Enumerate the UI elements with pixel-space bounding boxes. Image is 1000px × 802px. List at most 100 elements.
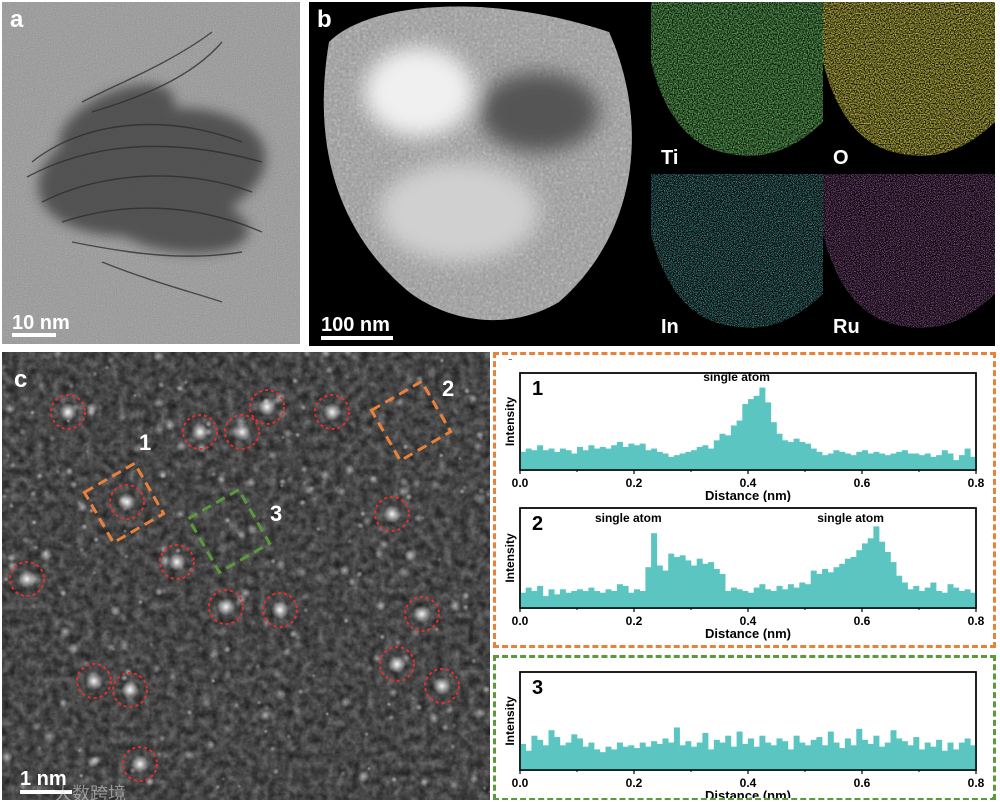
- histogram-bar: [708, 749, 715, 770]
- histogram-bar: [702, 563, 709, 608]
- histogram-bar: [919, 455, 925, 470]
- histogram-bar: [776, 433, 783, 470]
- histogram-bar: [765, 742, 772, 770]
- histogram-bar: [673, 455, 680, 470]
- scale-label-c: 1 nm: [20, 768, 67, 790]
- histogram-bar: [879, 453, 886, 470]
- histogram-bar: [725, 735, 732, 770]
- histogram-bar: [844, 453, 851, 470]
- histogram-bar: [890, 453, 897, 470]
- watermark: 大数跨境: [54, 784, 126, 800]
- histogram-bar: [713, 739, 720, 770]
- histogram-bar: [793, 438, 800, 470]
- histogram-bar: [730, 425, 737, 470]
- histogram-bar: [884, 551, 891, 608]
- histogram-bar: [953, 749, 960, 770]
- histogram-bar: [924, 453, 931, 470]
- histogram-bar: [748, 399, 754, 470]
- annotation-label: single atom: [595, 511, 662, 525]
- scale-bar-b: [321, 336, 393, 340]
- histogram-bar: [827, 453, 834, 470]
- histogram-bar: [896, 738, 903, 770]
- histogram-bar: [719, 433, 726, 470]
- histogram-bar: [691, 746, 697, 770]
- histogram-bar: [759, 735, 766, 770]
- histogram-bar: [901, 450, 908, 470]
- histogram-bar: [559, 745, 566, 770]
- histogram-bar: [565, 592, 572, 608]
- histogram-bar: [611, 591, 618, 608]
- histogram-bar: [856, 550, 863, 608]
- histogram-bar: [793, 735, 800, 770]
- histogram-bar: [565, 450, 572, 470]
- scale-bar-c: [20, 790, 72, 794]
- x-axis-label: Distance (nm): [705, 488, 791, 503]
- histogram-bar: [645, 746, 652, 770]
- histogram-bar: [537, 585, 544, 608]
- histogram-bar: [696, 446, 703, 470]
- histogram-bar: [765, 402, 772, 470]
- x-tick-label: 0.6: [854, 476, 871, 490]
- histogram-bar: [713, 440, 720, 470]
- histogram-bar: [594, 448, 601, 470]
- histogram-bar: [964, 738, 971, 770]
- histogram-bar: [799, 742, 806, 770]
- x-tick-label: 0.6: [854, 614, 871, 628]
- histogram-bar: [833, 567, 840, 608]
- histogram-bar: [542, 450, 549, 470]
- histogram-bar: [850, 745, 857, 770]
- histogram-bar: [577, 589, 583, 608]
- intensity-plot-3: 0.0 0.2 0.4 0.6 0.8 Distance (nm) Intensity 3: [496, 664, 992, 798]
- histogram-bar: [634, 748, 640, 770]
- histogram-bar: [913, 585, 920, 608]
- histogram-bar: [582, 591, 589, 608]
- histogram-bar: [616, 584, 623, 608]
- histogram-bar: [708, 448, 715, 470]
- histogram-bar: [856, 728, 863, 770]
- histogram-bar: [884, 742, 891, 770]
- single-atom-circle: [424, 668, 460, 704]
- histogram-bar: [907, 453, 914, 470]
- histogram-bar: [616, 441, 623, 470]
- histogram-bar: [810, 739, 817, 770]
- histogram-bar: [656, 451, 663, 470]
- histogram-bar: [691, 565, 697, 608]
- histogram-bar: [616, 742, 623, 770]
- histogram-bar: [651, 533, 658, 608]
- y-axis-label: Intensity: [503, 696, 517, 746]
- histogram-bar: [537, 739, 544, 770]
- x-tick-label: 0.8: [968, 476, 985, 490]
- panel-b-haadf-image: b 100 nm: [309, 2, 651, 346]
- histogram-bar: [673, 557, 680, 608]
- x-tick-label: 0.4: [740, 776, 757, 790]
- single-atom-circle: [50, 394, 86, 430]
- histogram-bar: [941, 450, 948, 470]
- histogram-bar: [782, 440, 789, 470]
- histogram-bar: [594, 749, 601, 770]
- histogram-bar: [753, 395, 760, 470]
- histogram-bar: [805, 584, 811, 608]
- histogram-bar: [867, 538, 874, 608]
- single-atom-circle: [224, 414, 260, 450]
- histogram-bar: [759, 387, 766, 470]
- histogram-bar: [890, 562, 897, 608]
- histogram-bar: [582, 450, 589, 470]
- histogram-bar: [537, 445, 544, 470]
- histogram-bar: [645, 450, 652, 470]
- histogram-bar: [907, 745, 914, 770]
- histogram-bar: [850, 557, 857, 608]
- histogram-bar: [594, 591, 601, 608]
- plot-number: 2: [532, 513, 543, 535]
- histogram-bar: [736, 589, 743, 608]
- histogram-bar: [799, 582, 806, 608]
- single-atom-circle: [159, 544, 195, 580]
- panel-a-tem-image: a 10 nm: [2, 2, 300, 344]
- histogram-bar: [873, 735, 880, 770]
- histogram-bar: [520, 743, 526, 770]
- histogram-bar: [628, 745, 635, 770]
- histogram-bar: [936, 591, 943, 608]
- histogram-bar: [964, 448, 971, 470]
- histogram-bar: [571, 734, 578, 770]
- histogram-bar: [668, 553, 675, 608]
- eds-label-ti: Ti: [661, 147, 679, 169]
